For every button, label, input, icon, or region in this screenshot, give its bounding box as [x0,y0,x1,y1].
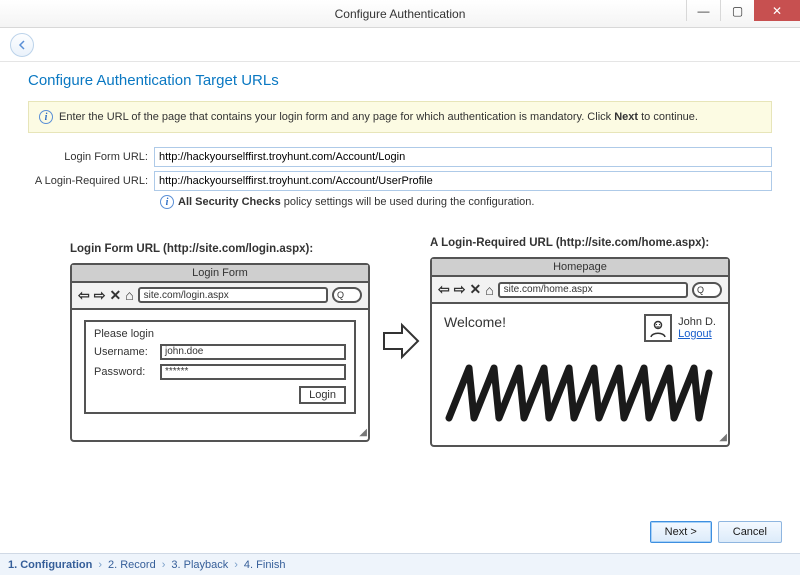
mock-url-bar: site.com/login.aspx [138,287,328,303]
chevron-right-icon: › [234,559,238,571]
nav-stop-icon: ✕ [469,281,481,298]
illustration-area: Login Form URL (http://site.com/login.as… [28,237,772,447]
window-title: Configure Authentication [335,7,466,21]
close-button[interactable]: ✕ [754,0,800,21]
password-row: Password: ****** [94,364,346,380]
footer-buttons: Next > Cancel [650,521,782,543]
resize-grip-icon: ◢ [359,427,365,438]
back-arrow-icon [16,39,28,51]
wizard-step-configuration[interactable]: 1. Configuration [8,559,92,571]
arrow-icon [380,321,420,364]
chevron-right-icon: › [98,559,102,571]
login-required-url-label: A Login-Required URL: [28,175,154,187]
illustration-left-label: Login Form URL (http://site.com/login.as… [70,243,370,255]
mock-login-window: Login Form ⇦ ⇨ ✕ ⌂ site.com/login.aspx Q… [70,263,370,442]
window-controls: — ▢ ✕ [686,0,800,21]
info-banner: i Enter the URL of the page that contain… [28,101,772,133]
username-value: john.doe [160,344,346,360]
user-box: John D. Logout [644,314,716,342]
nav-row [0,28,800,62]
nav-home-icon: ⌂ [485,282,493,298]
login-panel: Please login Username: john.doe Password… [84,320,356,414]
scribble-content-icon [444,358,716,431]
nav-back-icon: ⇦ [78,287,90,304]
login-form-url-input[interactable] [154,147,772,167]
user-name: John D. [678,316,716,328]
next-button[interactable]: Next > [650,521,712,543]
mock-login-body: Please login Username: john.doe Password… [72,310,368,440]
title-bar: Configure Authentication — ▢ ✕ [0,0,800,28]
mock-url-bar: site.com/home.aspx [498,282,688,298]
wizard-step-record[interactable]: 2. Record [108,559,156,571]
login-required-url-input[interactable] [154,171,772,191]
mock-home-title: Homepage [432,259,728,277]
mock-login-button: Login [299,386,346,404]
login-form-url-label: Login Form URL: [28,151,154,163]
resize-grip-icon: ◢ [719,432,725,443]
avatar-icon [644,314,672,342]
mock-search-box: Q [692,282,722,298]
please-login-label: Please login [94,328,346,340]
illustration-right-label: A Login-Required URL (http://site.com/ho… [430,237,730,249]
logout-link: Logout [678,328,716,340]
chevron-right-icon: › [162,559,166,571]
maximize-button[interactable]: ▢ [720,0,754,21]
username-row: Username: john.doe [94,344,346,360]
mock-toolbar: ⇦ ⇨ ✕ ⌂ site.com/login.aspx Q [72,283,368,310]
login-form-url-row: Login Form URL: [28,147,772,167]
form-section: Login Form URL: A Login-Required URL: i … [28,147,772,209]
info-text: Enter the URL of the page that contains … [59,111,698,123]
info-icon: i [160,195,174,209]
mock-login-title: Login Form [72,265,368,283]
mock-toolbar: ⇦ ⇨ ✕ ⌂ site.com/home.aspx Q [432,277,728,304]
wizard-steps: 1. Configuration › 2. Record › 3. Playba… [0,553,800,575]
nav-forward-icon: ⇨ [94,287,106,304]
username-label: Username: [94,346,156,358]
password-value: ****** [160,364,346,380]
mock-search-box: Q [332,287,362,303]
policy-note: i All Security Checks policy settings wi… [160,195,772,209]
wizard-step-finish[interactable]: 4. Finish [244,559,286,571]
nav-back-icon: ⇦ [438,281,450,298]
page-heading: Configure Authentication Target URLs [28,72,772,89]
nav-stop-icon: ✕ [109,287,121,304]
illustration-right: A Login-Required URL (http://site.com/ho… [430,237,730,447]
minimize-button[interactable]: — [686,0,720,21]
nav-home-icon: ⌂ [125,287,133,303]
back-button[interactable] [10,33,34,57]
info-icon: i [39,110,53,124]
wizard-step-playback[interactable]: 3. Playback [171,559,228,571]
login-required-url-row: A Login-Required URL: [28,171,772,191]
password-label: Password: [94,366,156,378]
nav-forward-icon: ⇨ [454,281,466,298]
mock-home-body: Welcome! John D. Logout [432,304,728,445]
mock-home-window: Homepage ⇦ ⇨ ✕ ⌂ site.com/home.aspx Q We… [430,257,730,447]
content-area: Configure Authentication Target URLs i E… [0,62,800,447]
illustration-left: Login Form URL (http://site.com/login.as… [70,243,370,442]
cancel-button[interactable]: Cancel [718,521,782,543]
